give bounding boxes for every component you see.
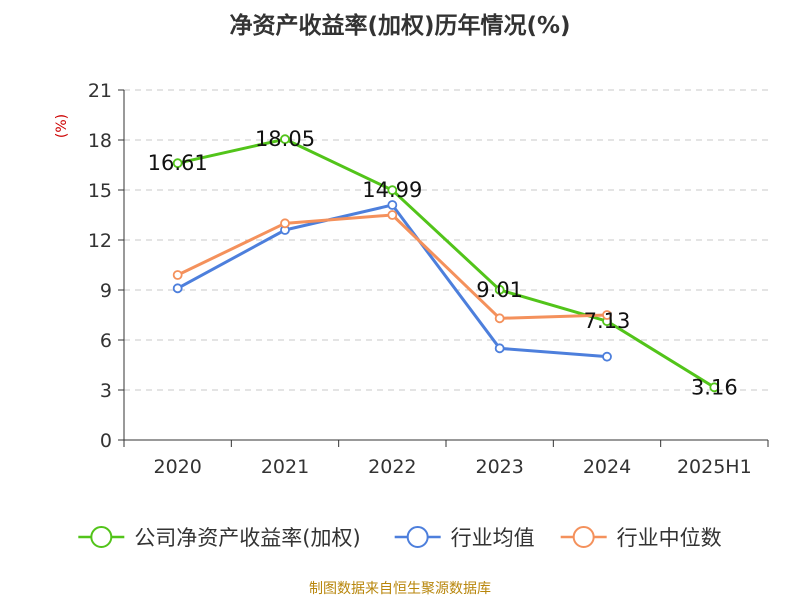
y-tick-label: 0 <box>100 430 112 452</box>
y-tick-label: 9 <box>100 280 112 302</box>
data-point <box>172 158 183 169</box>
source-note: 制图数据来自恒生聚源数据库 <box>309 581 491 597</box>
data-label: 9.01 <box>476 278 523 302</box>
legend-swatch-marker <box>406 526 429 548</box>
x-tick-label: 2020 <box>153 456 201 478</box>
series-line <box>177 137 716 389</box>
data-label: 14.99 <box>362 178 422 202</box>
legend-swatch-marker <box>90 526 113 548</box>
legend-label: 公司净资产收益率(加权) <box>134 526 360 550</box>
x-tick-label: 2022 <box>368 456 416 478</box>
data-point <box>280 218 290 229</box>
y-tick-label: 21 <box>88 80 112 102</box>
data-label: 7.13 <box>584 309 631 333</box>
chart-title: 净资产收益率(加权)历年情况(%) <box>229 13 571 39</box>
y-tick-label: 6 <box>100 330 112 352</box>
data-point <box>387 210 398 220</box>
data-point <box>602 310 612 320</box>
data-label: 16.61 <box>148 151 208 175</box>
y-tick-label: 15 <box>88 180 112 202</box>
data-point <box>172 270 183 280</box>
x-tick-label: 2025H1 <box>677 456 752 478</box>
data-point <box>709 382 720 393</box>
data-label: 18.05 <box>255 127 315 151</box>
axes: 0 3 6 9 12 15 18 21 2020 2021 2022 2023 2024 2025H1 <box>88 80 769 478</box>
y-axis-unit-label: (%) <box>54 114 70 138</box>
legend-label: 行业中位数 <box>617 526 722 550</box>
data-point <box>280 134 290 145</box>
data-point <box>494 313 505 324</box>
data-point <box>172 283 183 294</box>
data-point <box>494 343 505 354</box>
y-tick-label: 12 <box>88 230 112 252</box>
data-label: 3.16 <box>691 375 738 399</box>
x-tick-label: 2021 <box>261 456 309 478</box>
y-tick-label: 18 <box>88 130 112 152</box>
legend-label: 行业均值 <box>451 526 535 550</box>
data-point <box>602 351 612 362</box>
series-lines <box>172 134 720 393</box>
data-labels: 16.61 18.05 14.99 9.01 7.13 3.16 <box>148 127 738 399</box>
legend: 公司净资产收益率(加权) 行业均值 行业中位数 <box>78 526 722 550</box>
data-point <box>387 185 398 196</box>
data-point <box>387 200 398 210</box>
legend-swatch-marker <box>572 526 595 548</box>
x-tick-label: 2024 <box>583 456 631 478</box>
y-tick-label: 3 <box>100 380 112 402</box>
x-tick-label: 2023 <box>475 456 523 478</box>
data-point <box>494 284 505 295</box>
series-line <box>176 203 608 359</box>
